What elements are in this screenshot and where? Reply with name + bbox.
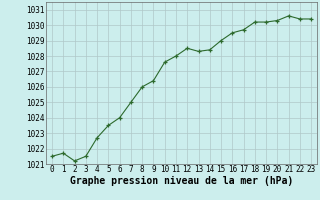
X-axis label: Graphe pression niveau de la mer (hPa): Graphe pression niveau de la mer (hPa) (70, 176, 293, 186)
